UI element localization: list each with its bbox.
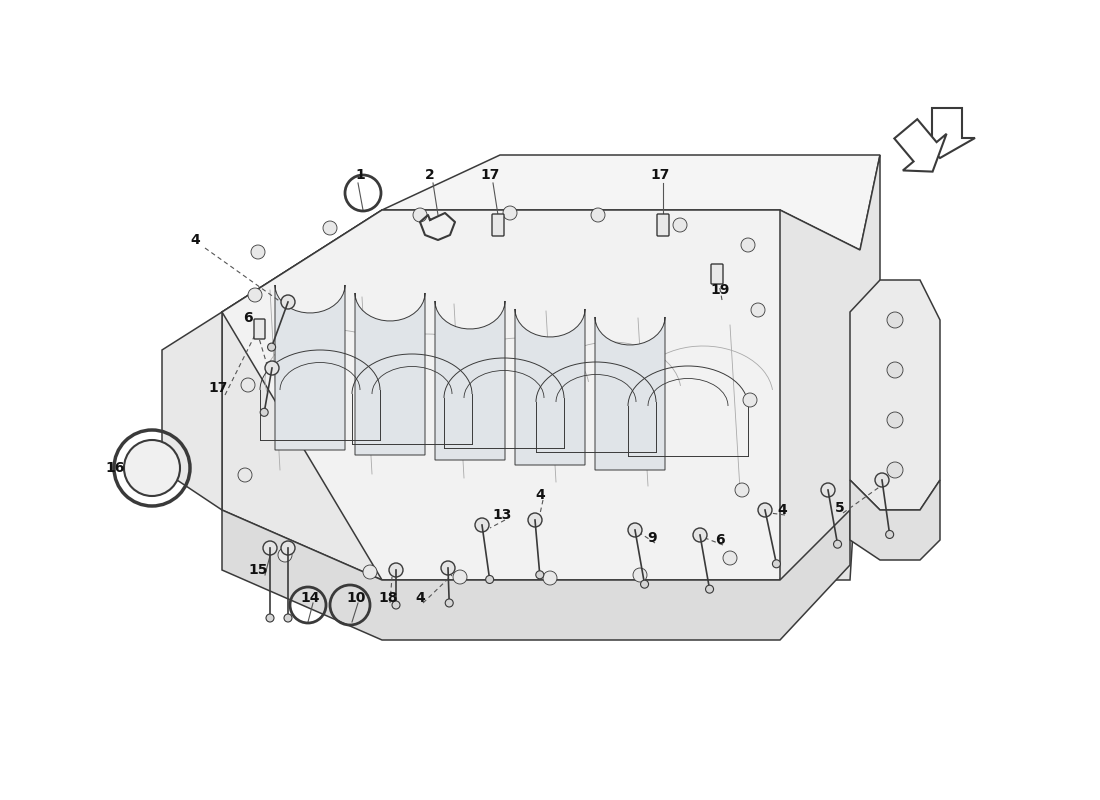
Polygon shape (222, 210, 382, 580)
Text: 4: 4 (535, 488, 544, 502)
Circle shape (673, 218, 688, 232)
Text: 6: 6 (715, 533, 725, 547)
Circle shape (693, 528, 707, 542)
Circle shape (248, 288, 262, 302)
Text: 16: 16 (106, 461, 124, 475)
Circle shape (453, 570, 468, 584)
Circle shape (251, 245, 265, 259)
Circle shape (241, 378, 255, 392)
Circle shape (124, 440, 180, 496)
Circle shape (543, 571, 557, 585)
Circle shape (591, 208, 605, 222)
Circle shape (536, 570, 543, 578)
Polygon shape (850, 480, 940, 560)
Circle shape (640, 580, 649, 588)
Circle shape (741, 238, 755, 252)
Text: 5: 5 (835, 501, 845, 515)
Circle shape (284, 614, 292, 622)
Polygon shape (850, 280, 940, 510)
Polygon shape (222, 210, 850, 580)
Circle shape (475, 518, 490, 532)
Polygon shape (894, 119, 946, 172)
Circle shape (772, 560, 780, 568)
Text: 9: 9 (647, 531, 657, 545)
Circle shape (412, 208, 427, 222)
Text: 17: 17 (650, 168, 670, 182)
Text: 14: 14 (300, 591, 320, 605)
Circle shape (503, 206, 517, 220)
Circle shape (887, 362, 903, 378)
Circle shape (363, 565, 377, 579)
Polygon shape (918, 108, 975, 158)
Text: 1985: 1985 (682, 313, 838, 407)
Circle shape (834, 540, 842, 548)
Text: 19: 19 (711, 283, 729, 297)
Circle shape (887, 312, 903, 328)
Text: a passion for parts: a passion for parts (320, 534, 580, 606)
Circle shape (392, 601, 400, 609)
Polygon shape (275, 285, 345, 450)
Circle shape (238, 468, 252, 482)
Circle shape (887, 462, 903, 478)
Text: 4: 4 (190, 233, 200, 247)
Circle shape (261, 408, 268, 416)
Circle shape (280, 295, 295, 309)
Circle shape (758, 503, 772, 517)
Text: 17: 17 (481, 168, 499, 182)
Circle shape (263, 541, 277, 555)
Polygon shape (355, 293, 425, 455)
Text: 6: 6 (243, 311, 253, 325)
Circle shape (735, 483, 749, 497)
Polygon shape (595, 317, 666, 470)
Polygon shape (162, 312, 222, 510)
Circle shape (323, 221, 337, 235)
Circle shape (874, 473, 889, 487)
Text: 18: 18 (378, 591, 398, 605)
Circle shape (389, 563, 403, 577)
Text: 2: 2 (425, 168, 435, 182)
Circle shape (441, 561, 455, 575)
Text: eurospares: eurospares (221, 384, 818, 476)
Text: 10: 10 (346, 591, 365, 605)
Circle shape (486, 575, 494, 583)
Text: 4: 4 (415, 591, 425, 605)
Polygon shape (222, 210, 850, 580)
Text: 17: 17 (208, 381, 228, 395)
Circle shape (705, 585, 714, 593)
FancyBboxPatch shape (492, 214, 504, 236)
Circle shape (528, 513, 542, 527)
Polygon shape (382, 155, 880, 250)
Text: 4: 4 (777, 503, 786, 517)
Circle shape (887, 412, 903, 428)
Circle shape (821, 483, 835, 497)
Polygon shape (515, 309, 585, 465)
Circle shape (886, 530, 893, 538)
Circle shape (751, 303, 764, 317)
Circle shape (266, 614, 274, 622)
Circle shape (742, 393, 757, 407)
Circle shape (632, 568, 647, 582)
Polygon shape (780, 155, 880, 580)
FancyBboxPatch shape (657, 214, 669, 236)
Circle shape (265, 361, 279, 375)
Circle shape (628, 523, 642, 537)
Circle shape (278, 548, 292, 562)
Circle shape (446, 599, 453, 607)
Polygon shape (434, 301, 505, 460)
Circle shape (280, 541, 295, 555)
Text: 1: 1 (355, 168, 365, 182)
FancyBboxPatch shape (254, 319, 265, 339)
Circle shape (723, 551, 737, 565)
Text: 15: 15 (249, 563, 267, 577)
Text: 13: 13 (493, 508, 512, 522)
Polygon shape (222, 510, 850, 640)
Circle shape (267, 343, 276, 351)
FancyBboxPatch shape (711, 264, 723, 284)
